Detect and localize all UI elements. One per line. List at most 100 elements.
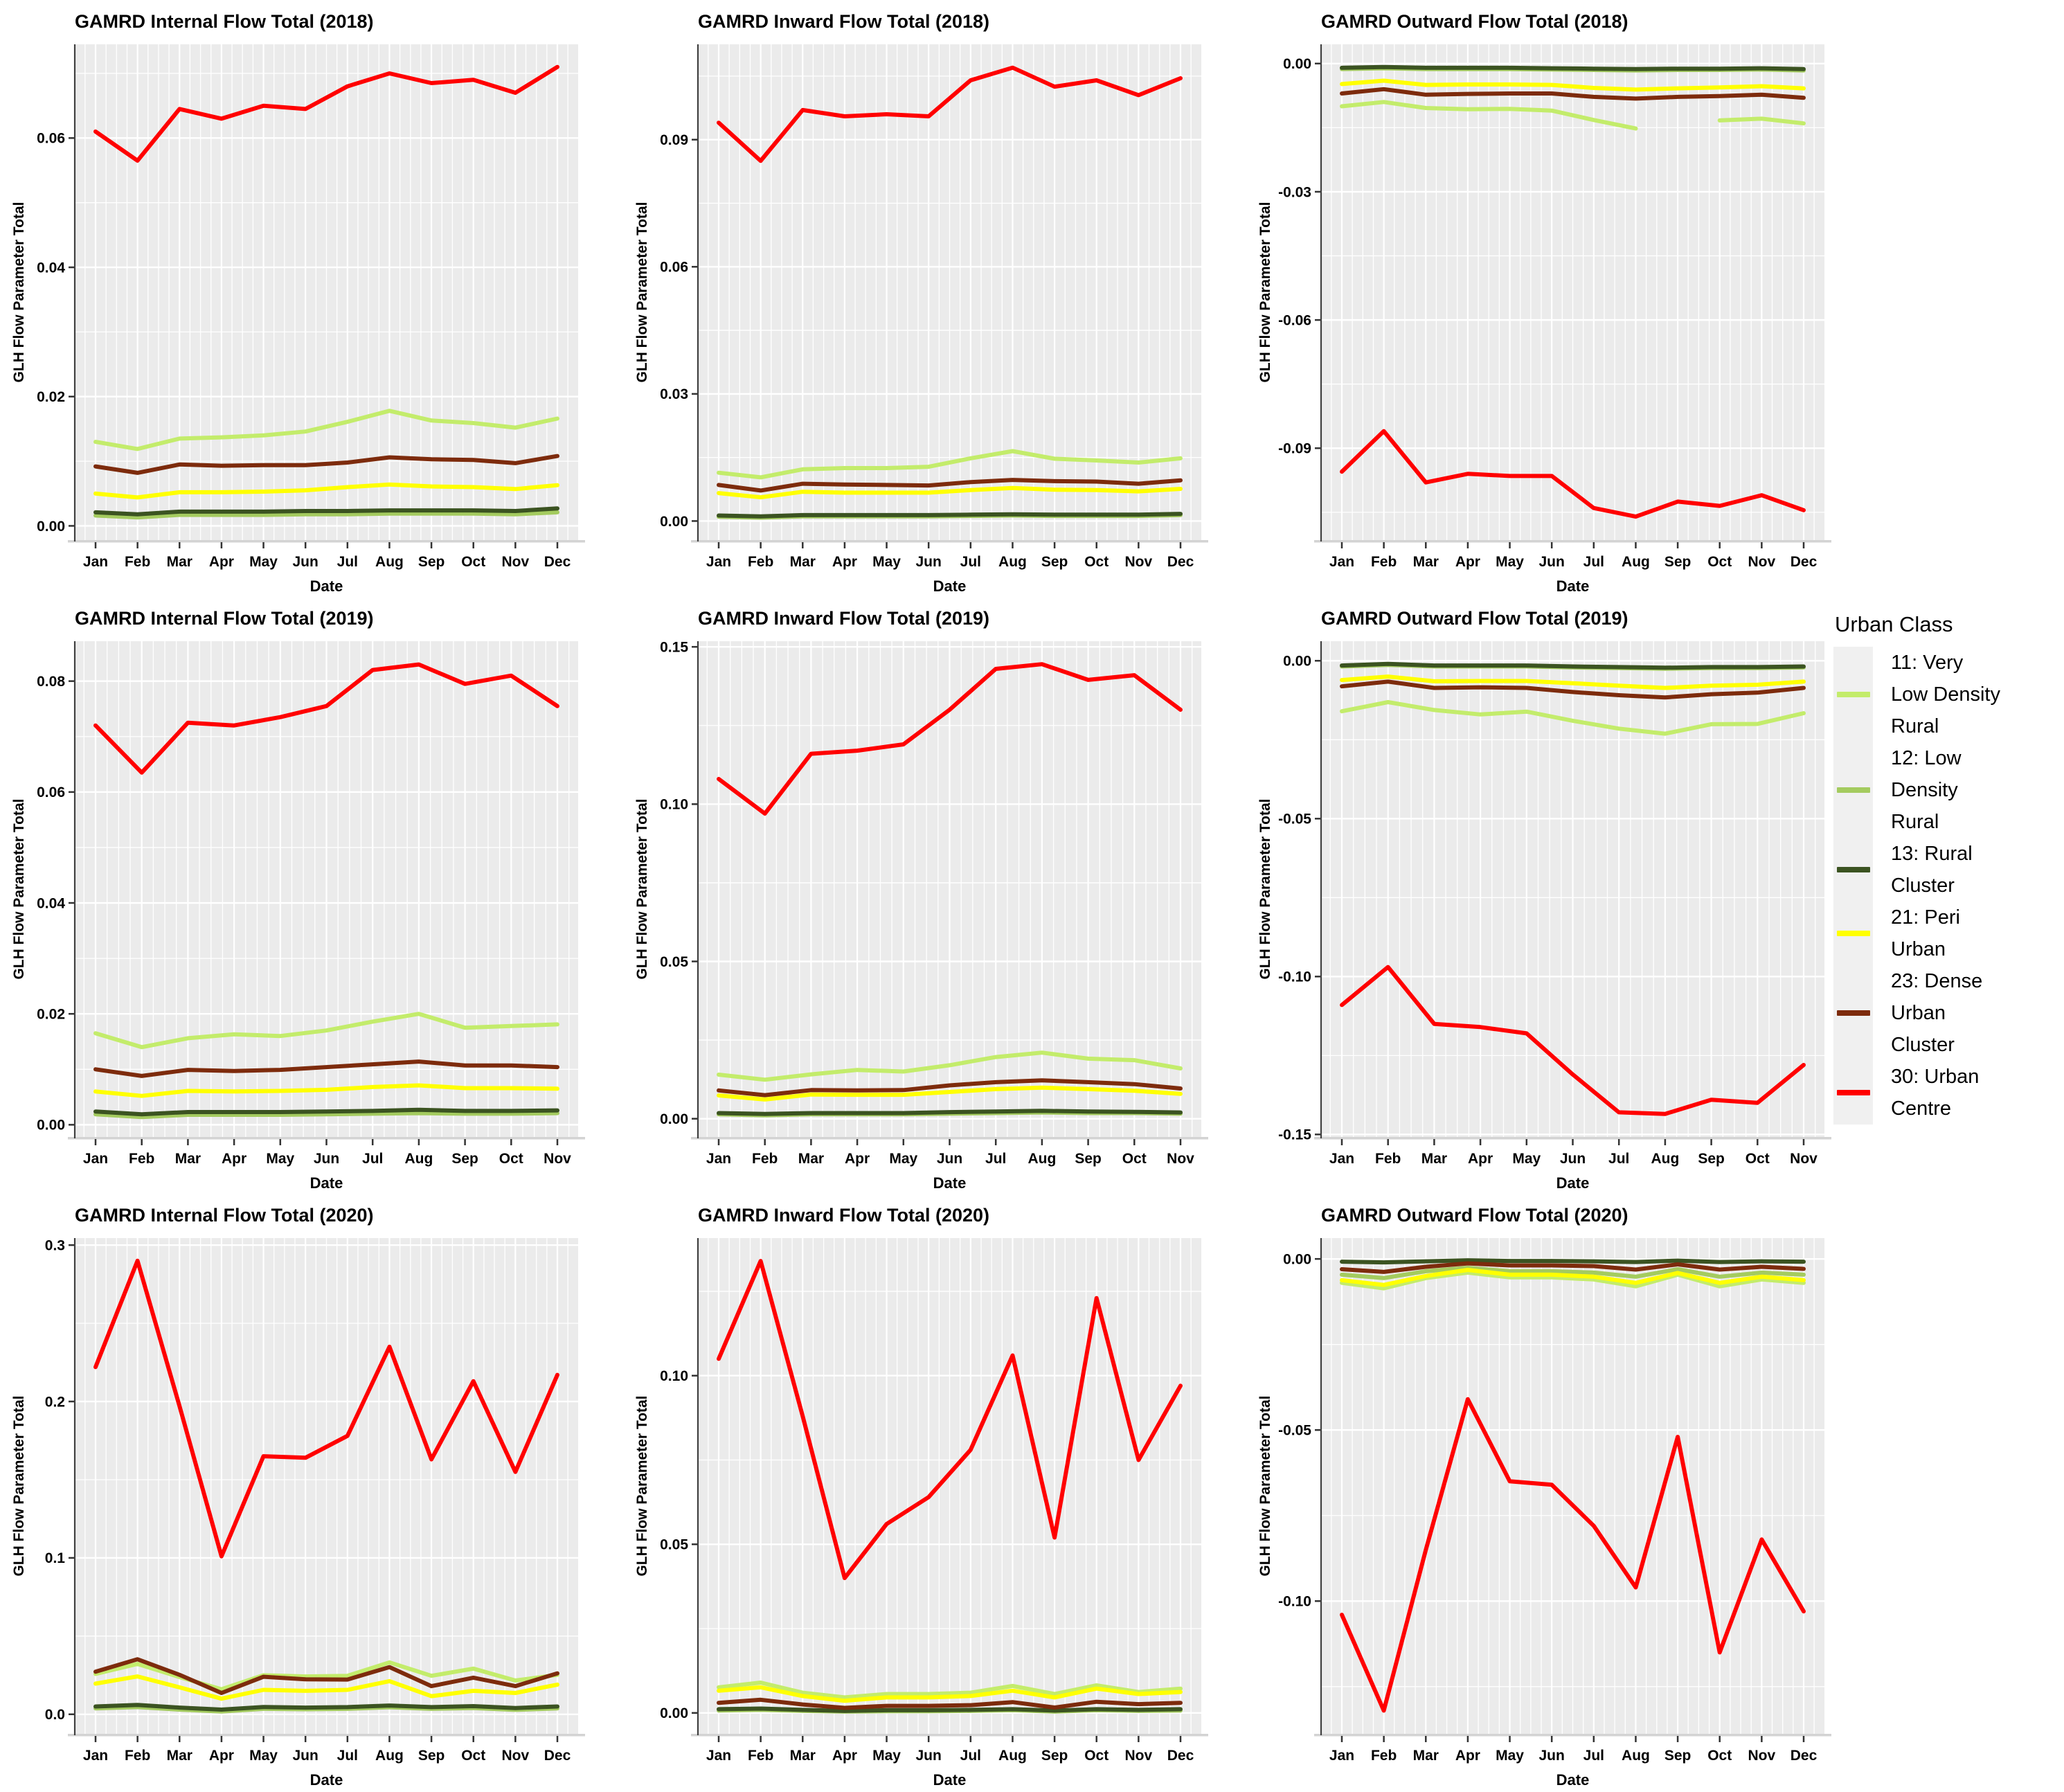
x-tick-label: Mar <box>1413 1748 1439 1764</box>
x-tick-label: Aug <box>1651 1151 1679 1167</box>
legend-label-23: 23: Dense Urban Cluster <box>1891 970 1983 1056</box>
y-tick-label: 0.08 <box>37 674 65 690</box>
legend-line-icon <box>1836 1010 1870 1016</box>
x-axis-line <box>68 540 585 543</box>
x-tick-label: Mar <box>175 1151 201 1167</box>
x-tick-label: Feb <box>125 554 150 570</box>
series-line-23 <box>1340 87 1806 101</box>
series-line-23 <box>93 454 559 475</box>
series-line-13 <box>1340 64 1806 71</box>
chart-7: 0.0 0.1 0.2 0.3 Jan Feb Mar Apr May Jun Jul Aug Sep O… <box>0 1194 618 1792</box>
y-tick-label: 0.02 <box>37 389 65 405</box>
series-line-11 <box>1340 1270 1806 1291</box>
legend-key-13 <box>1833 838 1873 902</box>
y-tick-label: 0.05 <box>660 1537 688 1553</box>
legend-label-21: 21: Peri Urban <box>1891 906 1960 960</box>
chart-svg: 0.00 0.02 0.04 0.06 Jan Feb Mar Apr May Jun Jul Aug… <box>11 11 585 595</box>
legend-key-12 <box>1833 742 1873 838</box>
y-tick-label: -0.10 <box>1278 969 1311 985</box>
y-tick-label: -0.09 <box>1278 441 1311 457</box>
chart-9: 0.00 -0.05 -0.10 Jan Feb Mar Apr May Jun Jul Aug Se… <box>1246 1194 1865 1792</box>
series-line-11 <box>93 1012 559 1050</box>
x-tick-label: Jun <box>314 1151 339 1167</box>
x-axis-line <box>1314 540 1831 543</box>
x-tick-label: Jun <box>916 554 942 570</box>
chart-title: GAMRD Inward Flow Total (2018) <box>698 11 989 32</box>
series-line-21 <box>1340 1268 1806 1287</box>
series-line-21 <box>717 1685 1183 1703</box>
x-tick-label: Feb <box>129 1151 154 1167</box>
x-tick-label: Mar <box>790 554 816 570</box>
legend-label-11: 11: Very Low Density Rural <box>1891 652 2000 737</box>
x-axis-title: Date <box>933 1771 967 1789</box>
x-tick-label: Jun <box>1539 1748 1565 1764</box>
x-tick-label: Sep <box>1664 1748 1691 1764</box>
x-tick-label: Oct <box>461 1748 485 1764</box>
x-axis-line <box>1314 1137 1831 1140</box>
x-tick-label: Apr <box>1468 1151 1493 1167</box>
series-line-30 <box>717 1259 1183 1580</box>
series-line-21 <box>93 1674 559 1701</box>
series-line-12 <box>1340 1266 1806 1280</box>
x-tick-label: Aug <box>1622 554 1650 570</box>
x-tick-label: Jan <box>1329 1151 1354 1167</box>
x-tick-label: Feb <box>1375 1151 1401 1167</box>
y-tick-label: 0.05 <box>660 954 688 970</box>
legend-entry-13: 13: Rural Cluster <box>1833 838 2062 902</box>
y-axis-title: GLH Flow Parameter Total <box>11 202 27 383</box>
series-line-30 <box>93 662 559 775</box>
series-line-11 <box>717 1050 1183 1082</box>
x-tick-label: Jul <box>960 1748 981 1764</box>
x-tick-label: Jul <box>337 1748 358 1764</box>
y-tick-label: 0.3 <box>45 1238 65 1254</box>
chart-svg: 0.00 0.02 0.04 0.06 0.08 Jan Feb Mar Apr May Jun Ju… <box>11 608 585 1192</box>
x-tick-label: Oct <box>499 1151 523 1167</box>
series-line-13 <box>93 1703 559 1712</box>
x-tick-label: Jun <box>1560 1151 1586 1167</box>
x-tick-label: Jun <box>1539 554 1565 570</box>
series-line-23 <box>717 478 1183 493</box>
x-tick-label: Sep <box>418 554 445 570</box>
chart-title: GAMRD Inward Flow Total (2019) <box>698 608 989 629</box>
y-axis-title: GLH Flow Parameter Total <box>1257 799 1273 980</box>
x-tick-label: Jan <box>706 554 731 570</box>
y-axis-title: GLH Flow Parameter Total <box>634 202 650 383</box>
series-line-30 <box>717 65 1183 163</box>
x-tick-label: Apr <box>832 1748 857 1764</box>
x-axis-line <box>691 1137 1208 1140</box>
chart-svg: 0.0 0.1 0.2 0.3 Jan Feb Mar Apr May Jun Jul Aug Sep O… <box>11 1205 585 1789</box>
x-tick-label: May <box>249 554 278 570</box>
legend-entry-11: 11: Very Low Density Rural <box>1833 647 2062 742</box>
x-tick-label: Jan <box>706 1151 731 1167</box>
y-tick-label: 0.02 <box>37 1007 65 1023</box>
legend-entry-12: 12: Low Density Rural <box>1833 742 2062 838</box>
x-tick-label: Jun <box>937 1151 962 1167</box>
x-tick-label: Aug <box>1027 1151 1056 1167</box>
chart-svg: 0.00 0.05 0.10 0.15 Jan Feb Mar Apr May Jun Jul Aug… <box>634 608 1208 1192</box>
series-line-21 <box>1340 78 1806 92</box>
series-line-21 <box>93 482 559 500</box>
x-tick-label: Jul <box>1608 1151 1629 1167</box>
y-tick-label: 0.04 <box>37 260 65 276</box>
y-tick-label: 0.10 <box>660 1368 688 1384</box>
x-axis-line <box>691 540 1208 543</box>
series-line-11 <box>93 409 559 451</box>
legend-key-23 <box>1833 965 1873 1061</box>
x-tick-label: Oct <box>1084 1748 1109 1764</box>
chart-1: 0.00 0.02 0.04 0.06 Jan Feb Mar Apr May Jun Jul Aug… <box>0 0 618 597</box>
y-tick-label: 0.09 <box>660 132 688 148</box>
x-tick-label: Dec <box>1167 1748 1194 1764</box>
y-tick-label: 0.00 <box>1283 56 1311 72</box>
x-tick-label: Apr <box>209 554 234 570</box>
chart-title: GAMRD Internal Flow Total (2018) <box>75 11 374 32</box>
x-tick-label: May <box>872 1748 901 1764</box>
series-line-23 <box>93 1657 559 1695</box>
x-axis-title: Date <box>310 577 343 595</box>
y-tick-label: 0.00 <box>37 519 65 535</box>
x-tick-label: Jan <box>706 1748 731 1764</box>
series-line-12 <box>93 510 559 520</box>
x-axis-line <box>691 1734 1208 1737</box>
series-line-23 <box>717 1078 1183 1097</box>
x-tick-label: Apr <box>209 1748 234 1764</box>
